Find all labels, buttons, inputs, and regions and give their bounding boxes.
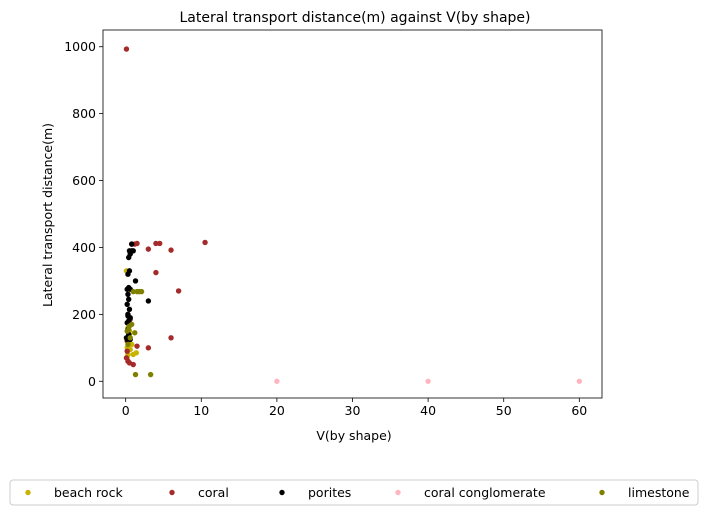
point-porites	[125, 313, 131, 319]
legend-label-limestone: limestone	[628, 485, 690, 500]
point-limestone	[129, 321, 135, 328]
point-beach-rock	[129, 341, 135, 348]
point-limestone	[130, 288, 136, 295]
point-limestone	[132, 330, 138, 336]
point-coral	[202, 239, 208, 246]
y-tick-label: 1000	[64, 39, 96, 54]
x-tick-label: 20	[269, 403, 285, 418]
y-tick-label: 0	[88, 374, 96, 389]
point-coral	[145, 345, 152, 351]
legend-label-coral-conglomerate: coral conglomerate	[424, 485, 546, 500]
y-tick-label: 600	[72, 173, 96, 188]
point-coral	[175, 288, 182, 294]
point-coral	[157, 240, 163, 247]
x-axis-label: V(by shape)	[316, 428, 391, 443]
legend-marker-coral-conglomerate	[395, 489, 401, 496]
point-coral	[124, 348, 130, 354]
point-porites	[145, 298, 152, 304]
legend: beach rock coral porites coral conglomerate…	[9, 479, 699, 506]
y-tick-label: 800	[72, 106, 96, 121]
point-limestone	[132, 371, 139, 378]
point-coral	[123, 46, 130, 52]
point-limestone	[147, 371, 154, 378]
x-tick-label: 0	[122, 403, 130, 418]
point-coral	[168, 247, 174, 253]
point-coral	[130, 361, 136, 368]
point-limestone	[134, 288, 140, 295]
point-porites	[126, 306, 133, 313]
point-porites	[126, 268, 133, 274]
point-porites	[129, 241, 135, 247]
point-coral-conglomerate	[274, 378, 280, 384]
point-limestone	[125, 341, 131, 348]
point-coral	[153, 269, 159, 276]
y-tick-label: 200	[72, 307, 96, 322]
point-coral	[168, 335, 174, 341]
point-coral-conglomerate	[576, 378, 583, 384]
y-axis-label: Lateral transport distance(m)	[40, 123, 55, 307]
point-coral-conglomerate	[425, 378, 431, 384]
legend-label-porites: porites	[308, 485, 351, 500]
legend-marker-porites	[279, 489, 285, 496]
data-points	[123, 46, 583, 384]
y-tick-label: 400	[72, 240, 96, 255]
chart-title: Lateral transport distance(m) against V(…	[179, 10, 530, 26]
legend-marker-limestone	[599, 489, 605, 496]
point-porites	[124, 301, 130, 308]
point-porites	[132, 278, 139, 284]
plot-area	[102, 29, 603, 399]
legend-label-beach-rock: beach rock	[54, 485, 123, 500]
legend-label-coral: coral	[198, 485, 229, 500]
point-coral	[134, 343, 140, 349]
legend-marker-coral	[169, 489, 175, 496]
point-coral	[153, 240, 159, 247]
point-beach-rock	[133, 350, 139, 356]
x-tick-label: 60	[571, 403, 587, 418]
plot-border	[102, 29, 603, 399]
point-porites	[130, 248, 136, 254]
point-porites	[125, 291, 131, 297]
legend-marker-beach-rock	[25, 489, 31, 496]
x-tick-label: 10	[193, 403, 209, 418]
point-limestone	[127, 335, 133, 341]
point-limestone	[138, 288, 145, 295]
point-coral	[145, 246, 152, 252]
x-tick-label: 30	[345, 403, 361, 418]
point-porites	[126, 296, 132, 303]
x-tick-label: 40	[420, 403, 436, 418]
x-tick-label: 50	[496, 403, 512, 418]
legend-box	[9, 479, 699, 506]
point-limestone	[126, 326, 132, 333]
